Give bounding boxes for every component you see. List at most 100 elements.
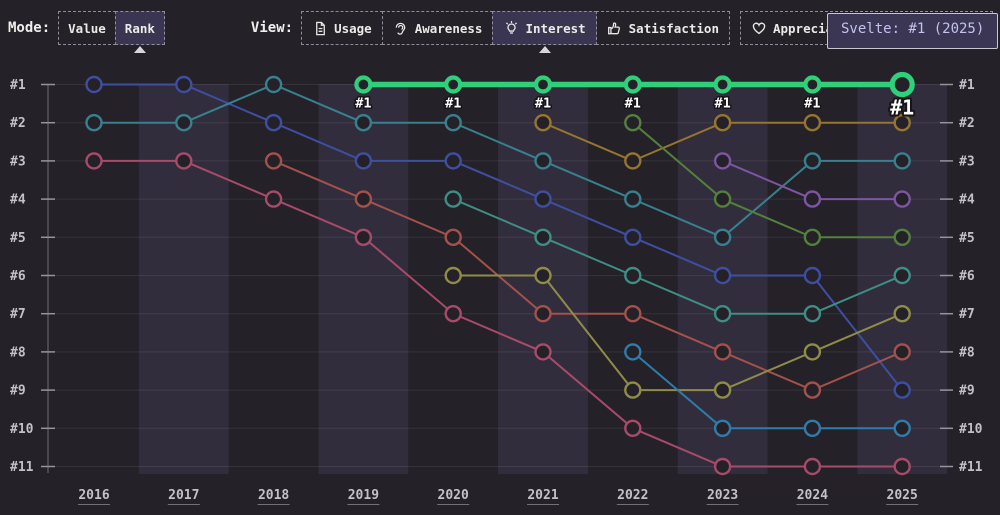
data-point-violet[interactable]	[893, 190, 911, 208]
data-point-green[interactable]	[713, 190, 732, 208]
data-point-teal[interactable]	[624, 190, 642, 208]
data-point-indigo[interactable]	[444, 152, 462, 170]
x-axis-year-label[interactable]: 2016	[78, 488, 109, 503]
data-point-teal[interactable]	[85, 113, 103, 132]
data-point-olive[interactable]	[534, 266, 552, 285]
series-line-brick	[273, 159, 903, 392]
y-axis-label-left: #2	[10, 116, 26, 131]
data-point-teal[interactable]	[354, 113, 373, 132]
data-point-rose[interactable]	[264, 190, 283, 208]
data-point-green[interactable]	[893, 228, 911, 247]
data-point-brick[interactable]	[893, 343, 911, 361]
data-point-goldenrod[interactable]	[713, 113, 732, 132]
data-point-rose[interactable]	[354, 228, 373, 247]
data-point-teal[interactable]	[175, 113, 193, 132]
data-point-Svelte[interactable]	[889, 71, 915, 98]
data-point-green[interactable]	[624, 113, 642, 132]
x-axis-year-label[interactable]: 2017	[168, 488, 199, 503]
data-point-rose[interactable]	[175, 152, 193, 170]
data-point-goldenrod[interactable]	[534, 113, 552, 132]
data-point-rose[interactable]	[624, 419, 642, 437]
data-point-olive[interactable]	[893, 305, 911, 323]
data-point-indigo[interactable]	[803, 266, 822, 285]
view-awareness-button[interactable]: Awareness	[381, 11, 494, 45]
data-point-teal-green[interactable]	[534, 228, 552, 247]
x-axis-year-label[interactable]: 2020	[438, 488, 469, 503]
column-band	[138, 84, 229, 474]
x-axis-year-label[interactable]: 2019	[348, 488, 379, 503]
data-point-teal-green[interactable]	[893, 266, 911, 285]
data-point-teal-green[interactable]	[713, 305, 732, 323]
data-point-olive[interactable]	[713, 381, 732, 399]
data-point-teal[interactable]	[534, 152, 552, 170]
data-point-teal[interactable]	[444, 113, 462, 132]
data-point-goldenrod[interactable]	[893, 113, 911, 132]
y-axis-label-left: #6	[10, 269, 26, 284]
mode-value-button[interactable]: Value	[58, 11, 116, 45]
data-point-brick[interactable]	[713, 343, 732, 361]
data-point-rose[interactable]	[444, 305, 462, 323]
data-point-violet[interactable]	[803, 190, 822, 208]
data-point-teal[interactable]	[893, 152, 911, 170]
data-point-indigo[interactable]	[175, 75, 193, 94]
data-point-rose[interactable]	[713, 457, 732, 476]
data-point-teal-green[interactable]	[444, 190, 462, 208]
data-point-indigo[interactable]	[713, 266, 732, 285]
data-point-olive[interactable]	[624, 381, 642, 399]
data-point-teal[interactable]	[264, 75, 283, 94]
data-point-rose[interactable]	[893, 457, 911, 476]
data-point-indigo[interactable]	[624, 228, 642, 247]
data-point-indigo[interactable]	[354, 152, 373, 170]
data-point-rose[interactable]	[534, 343, 552, 361]
data-point-indigo[interactable]	[264, 113, 283, 132]
data-point-teal-green[interactable]	[624, 266, 642, 285]
data-point-goldenrod[interactable]	[803, 113, 822, 132]
data-point-brick[interactable]	[803, 381, 822, 399]
data-point-rose[interactable]	[803, 457, 822, 476]
data-point-green[interactable]	[803, 228, 822, 247]
data-point-indigo[interactable]	[85, 75, 103, 94]
data-point-brick[interactable]	[534, 305, 552, 323]
x-axis-year-label[interactable]: 2021	[527, 488, 558, 503]
data-point-azure[interactable]	[893, 419, 911, 437]
x-axis-year-label[interactable]: 2022	[617, 488, 648, 503]
data-point-teal-green[interactable]	[803, 305, 822, 323]
x-axis-year-label[interactable]: 2025	[887, 488, 918, 503]
data-point-azure[interactable]	[624, 343, 642, 361]
y-axis-label-right: #4	[959, 193, 975, 208]
data-point-azure[interactable]	[713, 419, 732, 437]
data-point-rose[interactable]	[85, 152, 103, 170]
data-point-brick[interactable]	[354, 190, 373, 208]
data-point-teal[interactable]	[803, 152, 822, 170]
data-point-olive[interactable]	[803, 343, 822, 361]
data-point-Svelte[interactable]	[623, 75, 642, 94]
view-usage-label: Usage	[334, 20, 372, 36]
data-point-azure[interactable]	[803, 419, 822, 437]
y-axis-label-right: #1	[959, 78, 975, 93]
data-point-Svelte[interactable]	[533, 75, 553, 94]
data-point-olive[interactable]	[444, 266, 462, 285]
view-usage-button[interactable]: Usage	[301, 11, 383, 45]
mode-rank-button[interactable]: Rank	[114, 11, 165, 45]
x-axis-year-label[interactable]: 2023	[707, 488, 738, 503]
data-point-teal[interactable]	[713, 228, 732, 247]
y-axis-label-left: #9	[10, 384, 26, 399]
view-satisfaction-button[interactable]: Satisfaction	[595, 11, 730, 45]
data-point-brick[interactable]	[444, 228, 462, 247]
data-point-Svelte[interactable]	[803, 75, 822, 94]
data-point-indigo[interactable]	[893, 381, 911, 399]
data-point-goldenrod[interactable]	[624, 152, 642, 170]
data-point-violet[interactable]	[713, 152, 732, 170]
data-point-Svelte[interactable]	[444, 75, 463, 94]
data-point-brick[interactable]	[624, 305, 642, 323]
data-point-indigo[interactable]	[534, 190, 552, 208]
data-point-brick[interactable]	[264, 152, 283, 170]
data-point-Svelte[interactable]	[713, 75, 732, 94]
x-axis-year-label[interactable]: 2018	[258, 488, 289, 503]
x-axis-year-label[interactable]: 2024	[797, 488, 828, 503]
view-interest-button[interactable]: Interest	[492, 11, 597, 45]
y-axis-label-right: #11	[959, 460, 983, 475]
data-point-Svelte[interactable]	[354, 75, 373, 94]
